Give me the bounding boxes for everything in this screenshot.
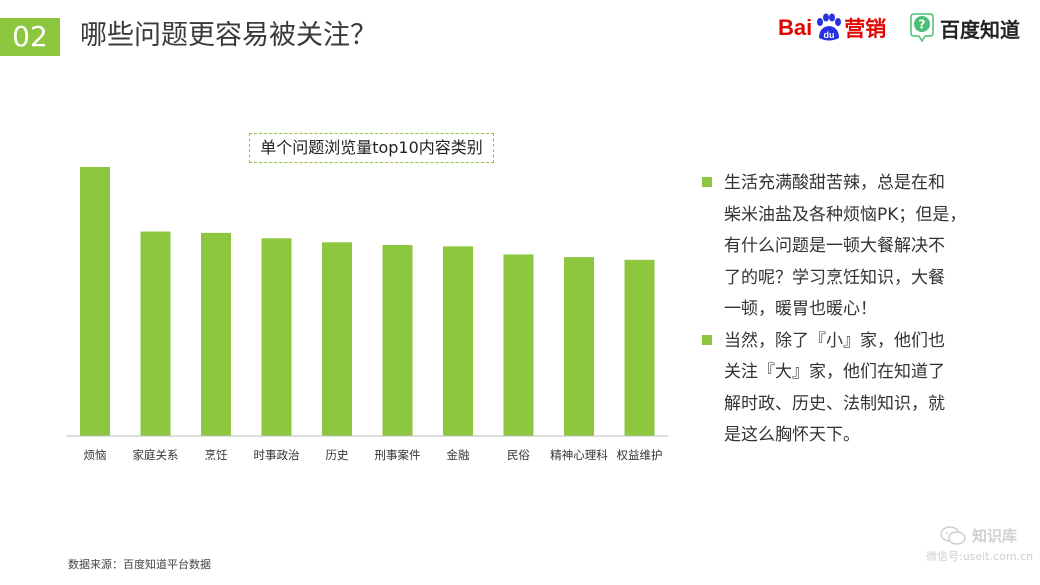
bullet-square-icon: [702, 177, 712, 187]
baidu-marketing-text: 营销: [844, 17, 887, 41]
bar-4: [322, 242, 352, 436]
baidu-zhidao-logo: ? 百度知道: [908, 12, 1020, 44]
baidu-logo-text: Bai: [778, 15, 813, 40]
bar-5: [382, 245, 413, 436]
baidu-paw-text: du: [824, 30, 835, 40]
bar-8: [564, 257, 594, 436]
commentary-line: 解时政、历史、法制知识，就: [724, 393, 945, 414]
commentary-item: 生活充满酸甜苦辣，总是在和 柴米油盐及各种烦恼PK；但是， 有什么问题是一顿大餐…: [700, 168, 990, 326]
commentary-list: 生活充满酸甜苦辣，总是在和 柴米油盐及各种烦恼PK；但是， 有什么问题是一顿大餐…: [700, 168, 990, 452]
x-tick-label: 历史: [326, 448, 349, 462]
baidu-paw-icon: du: [817, 13, 842, 41]
x-tick-label: 精神心理科: [550, 448, 608, 462]
commentary-line: 是这么胸怀天下。: [724, 425, 860, 445]
x-tick-label: 时事政治: [254, 448, 300, 462]
bar-7: [503, 254, 534, 436]
x-tick-label: 权益维护: [617, 448, 663, 462]
bar-3: [261, 238, 292, 436]
commentary-line: 一顿，暖胃也暖心！: [724, 299, 877, 319]
x-tick-label: 烦恼: [84, 448, 107, 462]
bar-9: [624, 259, 655, 436]
data-source-note: 数据来源：百度知道平台数据: [68, 558, 211, 571]
commentary-line: 当然，除了『小』家，他们也: [724, 330, 945, 351]
zhidao-icon-text: ?: [919, 18, 926, 32]
x-tick-label: 民俗: [507, 448, 530, 462]
page-title: 哪些问题更容易被关注？: [80, 20, 377, 51]
bar-2: [201, 232, 231, 436]
wechat-icon: [940, 525, 966, 545]
watermark-subtitle: 微信号:useit.com.cn: [926, 550, 1034, 563]
zhidao-logo-text: 百度知道: [940, 17, 1020, 42]
bar-6: [443, 246, 473, 436]
chart-title: 单个问题浏览量top10内容类别: [249, 133, 494, 163]
baidu-marketing-logo: Bai du 营销: [778, 8, 886, 48]
x-tick-label: 金融: [447, 448, 470, 462]
bar-1: [140, 231, 171, 436]
zhidao-question-icon: ?: [910, 13, 934, 43]
watermark-name: 知识库: [972, 527, 1018, 545]
bullet-square-icon: [702, 334, 712, 345]
section-number-badge: 02: [0, 18, 60, 56]
bar-0: [80, 167, 110, 436]
commentary-line: 了的呢？学习烹饪知识，大餐: [724, 267, 945, 288]
x-tick-label: 刑事案件: [375, 448, 421, 462]
x-tick-label: 家庭关系: [133, 448, 179, 462]
commentary-line: 生活充满酸甜苦辣，总是在和: [724, 173, 945, 193]
watermark: 知识库 微信号:useit.com.cn: [926, 525, 1036, 575]
commentary-line: 柴米油盐及各种烦恼PK；但是，: [724, 204, 967, 225]
x-tick-label: 烹饪: [205, 448, 228, 462]
commentary-line: 有什么问题是一顿大餐解决不: [724, 236, 945, 256]
commentary-line: 关注『大』家，他们在知道了: [724, 362, 945, 382]
commentary-item: 当然，除了『小』家，他们也 关注『大』家，他们在知道了 解时政、历史、法制知识，…: [700, 326, 990, 452]
